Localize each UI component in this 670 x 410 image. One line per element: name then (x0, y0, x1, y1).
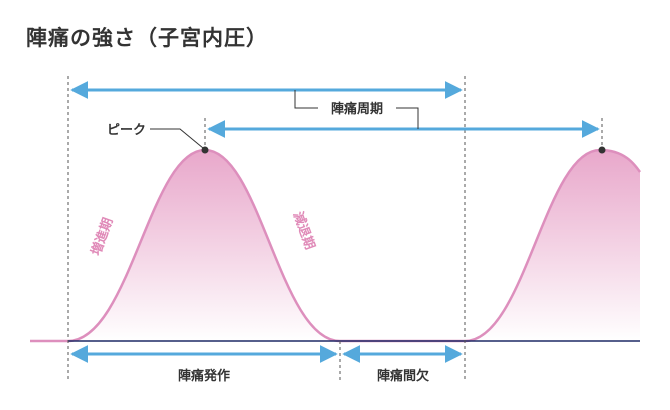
contraction-1-fill (68, 150, 340, 341)
peak-label-connector (150, 128, 204, 149)
peak-label: ピーク (107, 123, 146, 138)
page-title: 陣痛の強さ（子宮内圧） (26, 26, 268, 50)
cycle-label-connector (294, 90, 318, 109)
peak-dot-2 (598, 146, 606, 154)
cycle-label-connector-2 (396, 107, 419, 129)
attack-label: 陣痛発作 (178, 368, 230, 384)
increase-phase-label: 増進期 (88, 216, 116, 258)
pressure-curve (30, 148, 642, 343)
interval-label: 陣痛間欠 (377, 368, 429, 384)
peak-dot-1 (201, 146, 209, 154)
decrease-phase-label: 減退期 (290, 210, 318, 252)
cycle-label: 陣痛周期 (331, 101, 383, 117)
contraction-2-fill (465, 150, 640, 341)
